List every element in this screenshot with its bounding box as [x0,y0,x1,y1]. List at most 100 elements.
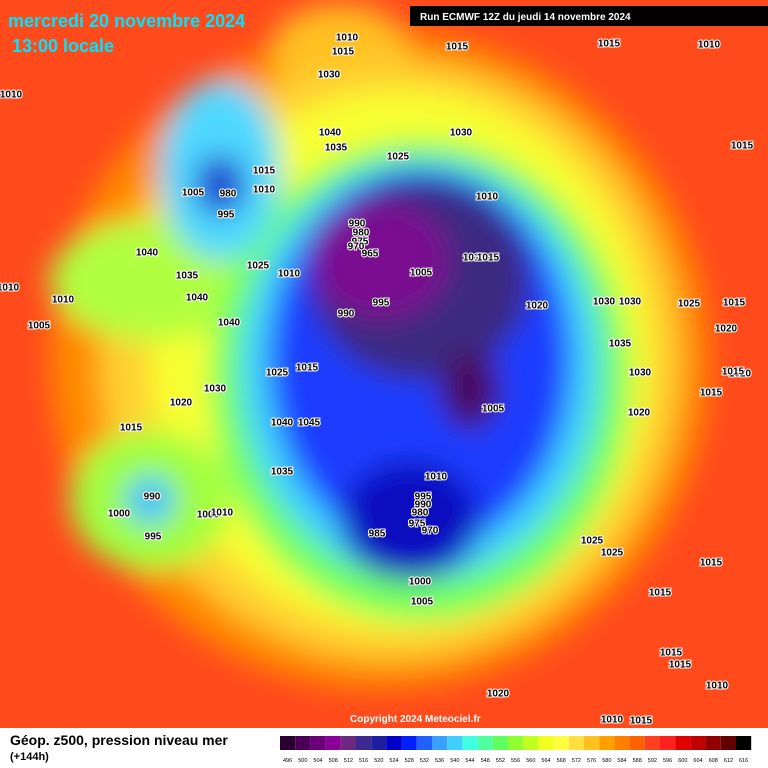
isobar-label: 1010 [0,90,23,101]
legend-label: 564 [541,758,550,764]
legend-swatch [553,736,569,750]
isobar-label: 1035 [325,143,348,154]
legend-swatch [599,736,615,750]
isobar-label: 1010 [601,715,624,726]
isobar-label: 1040 [218,318,241,329]
isobar-label: 1035 [176,271,199,282]
legend-label: 556 [511,758,520,764]
isobar-label: 1010 [706,681,729,692]
legend-label: 500 [298,758,307,764]
isobar-label: 1015 [477,253,500,264]
isobar-label: 1010 [476,192,499,203]
isobar-label: 1015 [332,47,355,58]
legend-label: 568 [557,758,566,764]
isobar-label: 1040 [319,128,342,139]
legend-swatch [675,736,691,750]
legend-swatch [447,736,463,750]
legend-swatch [477,736,493,750]
legend-label: 536 [435,758,444,764]
legend-label: 604 [693,758,702,764]
isobar-label: 975 [352,237,369,248]
isobar-label: 985 [369,529,386,540]
isobar-label: 995 [218,210,235,221]
isobar-label: 1020 [729,369,752,380]
legend-label: 576 [587,758,596,764]
isobar-label: 1015 [700,388,723,399]
footer-lead: (+144h) [10,751,49,763]
isobar-label: 1015 [722,367,745,378]
legend-label: 532 [420,758,429,764]
isobar-label: 1000 [108,509,131,520]
isobar-label: 990 [338,309,355,320]
isobar-label: 965 [362,249,379,260]
isobar-label: 1010 [211,508,234,519]
legend-label: 612 [724,758,733,764]
isobar-label: 1040 [136,248,159,259]
isobar-label: 980 [412,508,429,519]
isobar-label: 1025 [247,261,270,272]
isobar-label: 1020 [715,324,738,335]
legend-label: 608 [709,758,718,764]
isobar-label: 990 [349,219,366,230]
legend-swatch [660,736,676,750]
isobar-label: 1015 [630,716,653,727]
isobar-label: 1030 [593,297,616,308]
legend-swatch [690,736,706,750]
isobar-label: 1030 [318,70,341,81]
isobar-label: 1010 [425,472,448,483]
isobar-label: 1000 [197,510,220,521]
legend-label: 512 [344,758,353,764]
isobar-label: 995 [415,492,432,503]
isobar-label: 1015 [598,39,621,50]
legend-swatch [492,736,508,750]
legend-swatch [356,736,372,750]
isobar-label: 1020 [487,689,510,700]
run-info: Run ECMWF 12Z du jeudi 14 novembre 2024 [420,12,631,23]
legend-swatch [705,736,721,750]
isobar-label: 1005 [482,404,505,415]
legend-label: 508 [329,758,338,764]
legend-swatch [416,736,432,750]
isobar-label: 1030 [450,128,473,139]
legend-label: 548 [481,758,490,764]
isobar-label: 1025 [266,368,289,379]
isobar-label: 1015 [669,660,692,671]
isobar-label: 990 [415,500,432,511]
isobar-label: 1040 [271,418,294,429]
legend-label: 496 [283,758,292,764]
legend-label: 600 [678,758,687,764]
isobar-label: 1010 [52,295,75,306]
legend-label: 572 [572,758,581,764]
isobar-label: 1030 [619,297,642,308]
isobar-label: 1010 [698,40,721,51]
isobar-label: 970 [348,242,365,253]
isobar-label: 1015 [649,588,672,599]
isobar-label: 990 [144,492,161,503]
legend-swatch [720,736,736,750]
legend-swatch [432,736,448,750]
isobar-label: 1020 [628,408,651,419]
legend-swatch [462,736,478,750]
isobar-label: 1020 [526,301,549,312]
isobar-label: 1025 [387,152,410,163]
legend-swatch [614,736,630,750]
legend-swatch [584,736,600,750]
isobar-label: 980 [220,189,237,200]
legend-label: 588 [633,758,642,764]
isobar-label: 1025 [601,548,624,559]
isobar-label: 1005 [28,321,51,332]
isobar-label: 1010 [278,269,301,280]
legend-swatch [371,736,387,750]
isobar-label: 1015 [120,423,143,434]
local-time: 13:00 locale [12,36,114,56]
legend-label: 524 [389,758,398,764]
legend-swatch [736,736,752,750]
legend-swatch [629,736,645,750]
legend-swatch [568,736,584,750]
isobar-label: 1030 [204,384,227,395]
isobar-label: 1010 [0,283,20,294]
legend-label: 552 [496,758,505,764]
legend-swatch [644,736,660,750]
isobar-label: 1015 [700,558,723,569]
